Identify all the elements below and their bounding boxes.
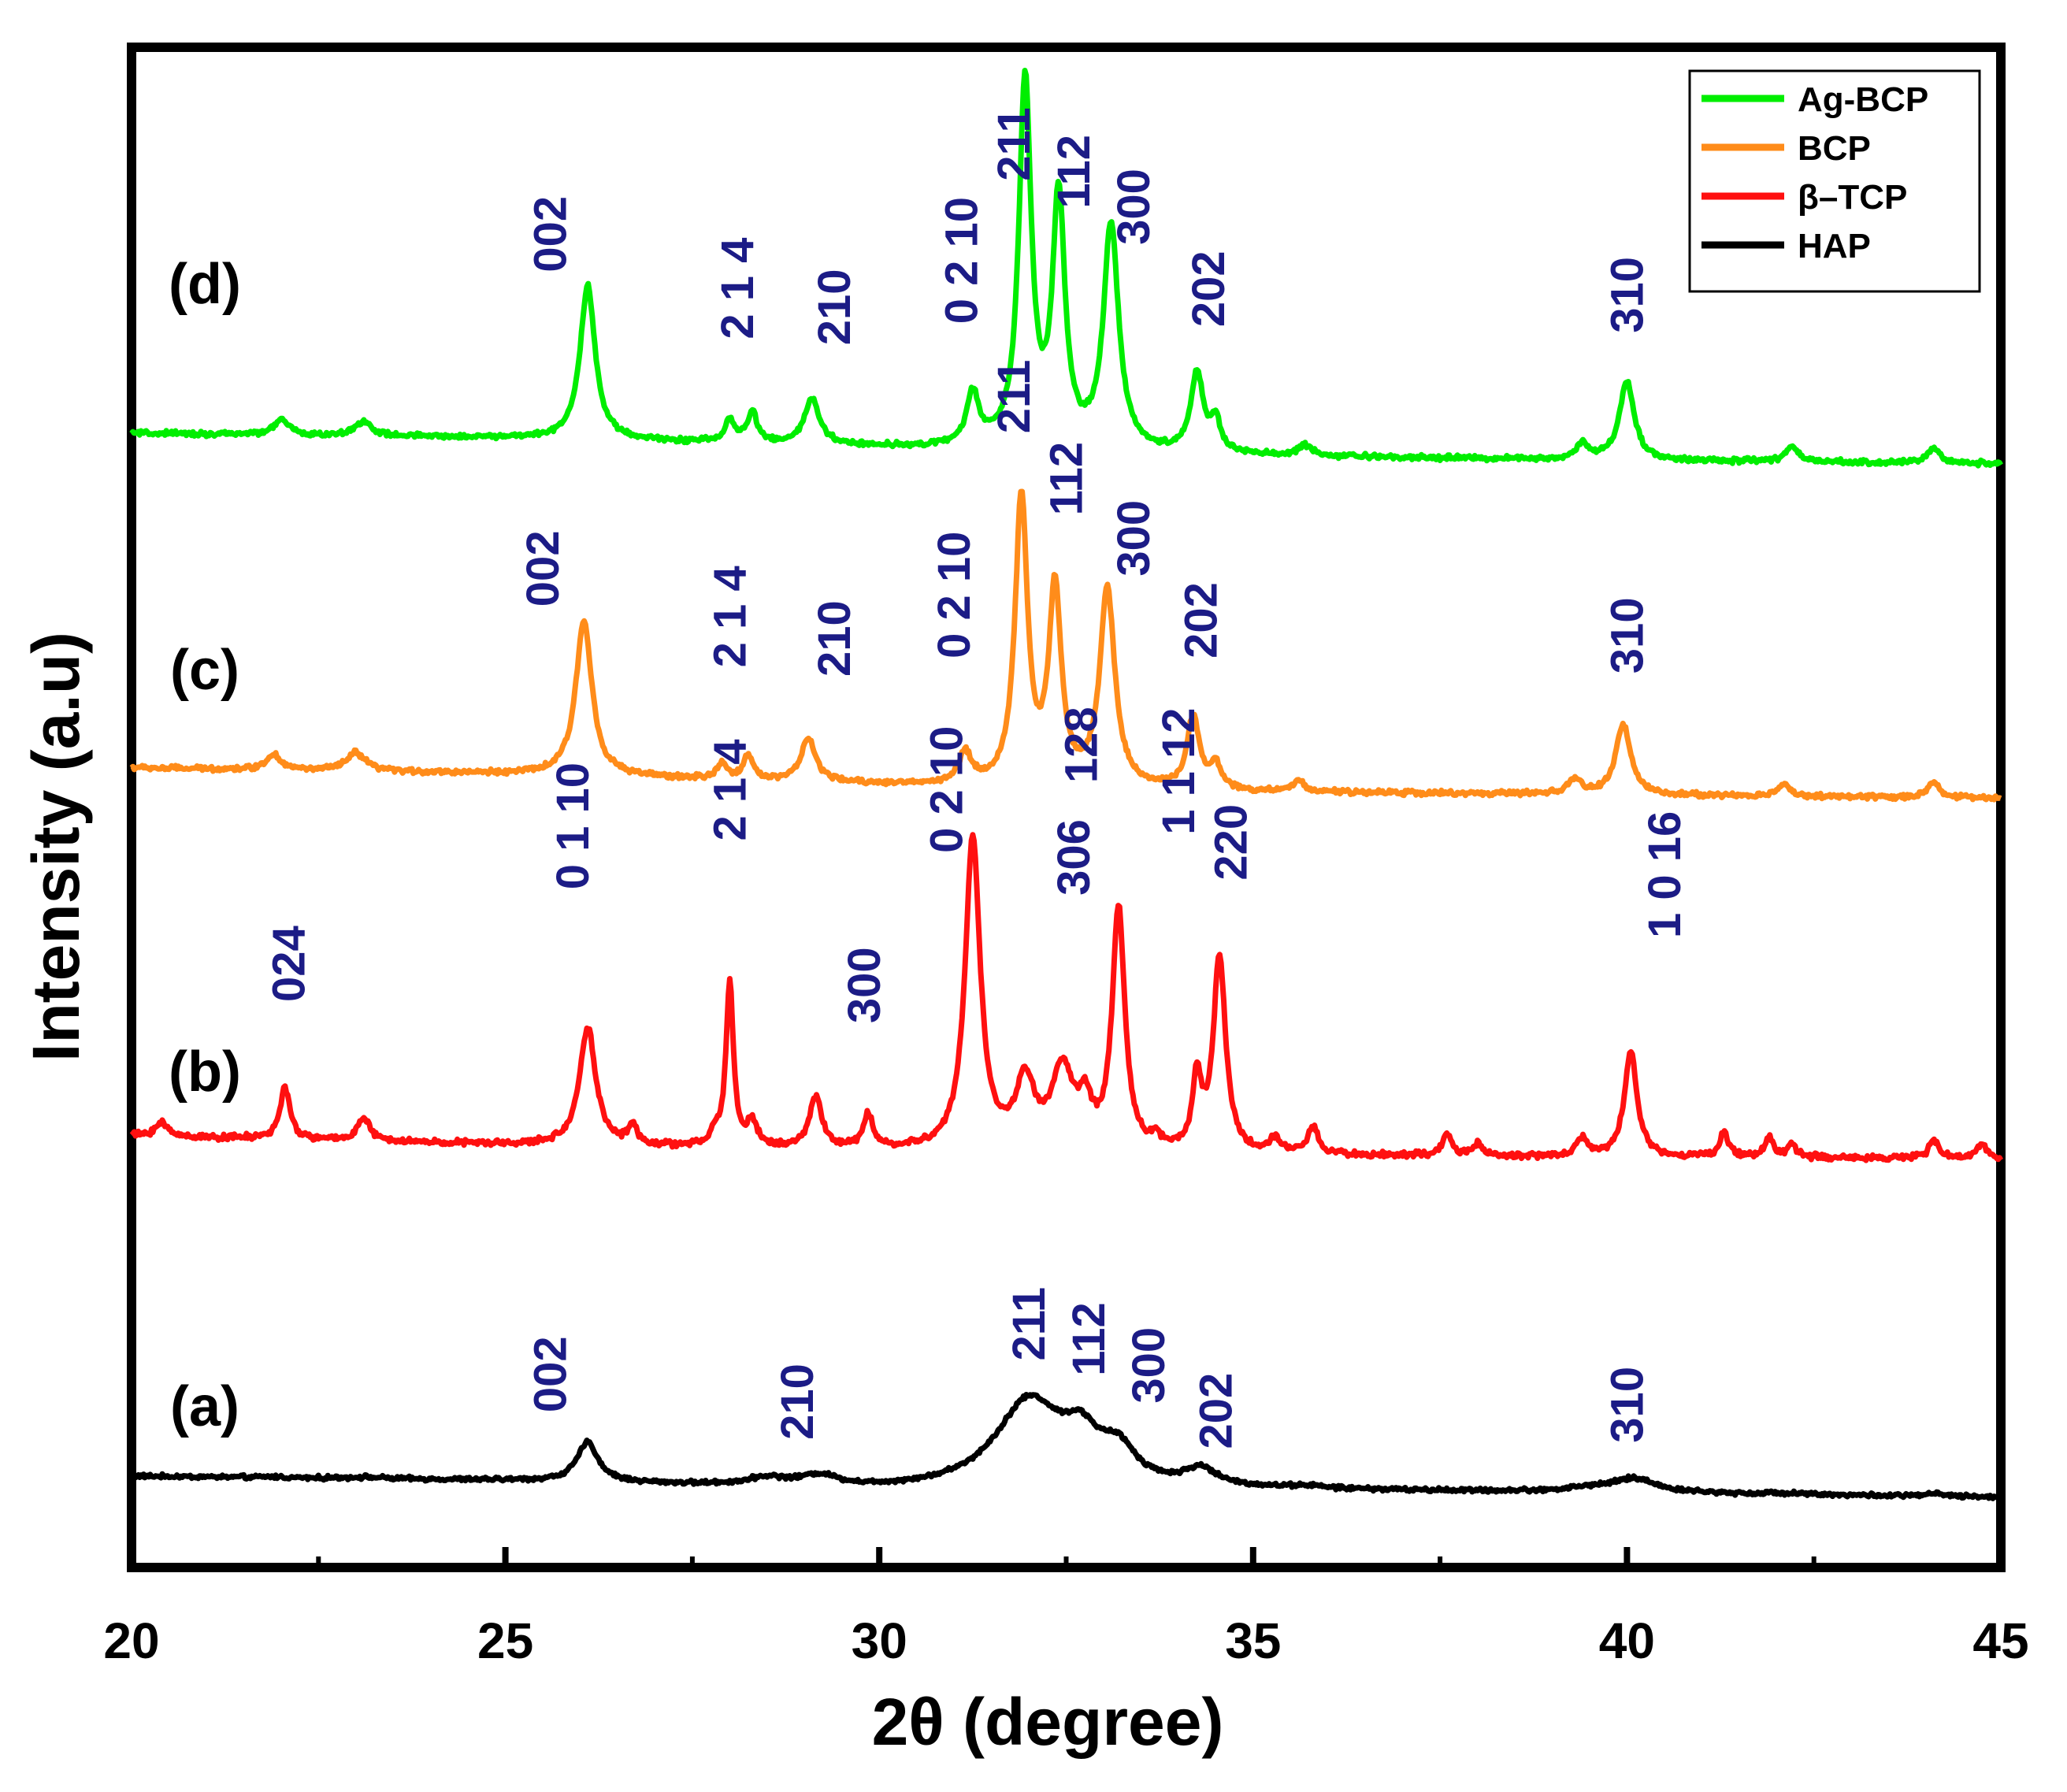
peak-label-tcp: 1 0 16 bbox=[1639, 811, 1690, 938]
peak-label-hap: 210 bbox=[772, 1363, 823, 1440]
peak-label-hap: 211 bbox=[1004, 1287, 1055, 1361]
x-ticks: 20 25 30 35 40 45 bbox=[103, 1547, 2029, 1669]
peak-label-bcp: 112 bbox=[1041, 442, 1093, 516]
series-tags: (a) (b) (c) (d) bbox=[169, 253, 241, 1438]
peak-label-agbcp: 112 bbox=[1048, 135, 1100, 209]
peak-label-bcp: 0 2 10 bbox=[929, 532, 980, 659]
series-line-hap bbox=[130, 1392, 2002, 1501]
peak-label-agbcp: 210 bbox=[809, 269, 860, 346]
peak-label-bcp: 210 bbox=[809, 600, 860, 677]
peak-label-agbcp: 002 bbox=[525, 196, 577, 273]
peak-label-tcp: 1 1 12 bbox=[1153, 707, 1204, 834]
x-tick-label: 35 bbox=[1225, 1612, 1281, 1669]
peak-label-bcp: 211 bbox=[989, 360, 1040, 434]
peak-label-tcp: 024 bbox=[263, 926, 314, 1002]
series-tag-bcp: (c) bbox=[170, 639, 239, 702]
peak-label-agbcp: 300 bbox=[1108, 169, 1160, 245]
peak-label-bcp: 002 bbox=[518, 530, 569, 607]
x-axis-title: 2θ (degree) bbox=[872, 1685, 1224, 1759]
peak-label-agbcp: 2 1 4 bbox=[712, 238, 763, 339]
series-curves bbox=[129, 68, 2004, 1501]
x-tick-label: 30 bbox=[852, 1612, 907, 1669]
peak-label-agbcp: 310 bbox=[1601, 257, 1653, 333]
peak-label-hap: 112 bbox=[1063, 1302, 1115, 1376]
legend-label: Ag-BCP bbox=[1798, 80, 1928, 119]
peak-label-hap: 300 bbox=[1123, 1327, 1175, 1404]
peak-label-tcp: 300 bbox=[839, 947, 890, 1023]
peak-label-hap: 002 bbox=[525, 1336, 577, 1412]
series-tag-agbcp: (d) bbox=[169, 253, 241, 316]
peak-label-hap: 202 bbox=[1190, 1373, 1241, 1449]
peak-label-tcp: 2 1 4 bbox=[704, 740, 755, 841]
x-tick-label: 40 bbox=[1599, 1612, 1655, 1669]
peak-label-agbcp: 0 2 10 bbox=[937, 197, 988, 324]
peak-label-bcp: 300 bbox=[1108, 500, 1160, 577]
peak-label-bcp: 202 bbox=[1175, 582, 1226, 659]
x-tick-label: 20 bbox=[103, 1612, 159, 1669]
peak-label-tcp: 0 1 10 bbox=[547, 762, 599, 889]
peak-label-agbcp: 202 bbox=[1183, 250, 1234, 327]
peak-label-tcp: 128 bbox=[1056, 707, 1108, 783]
peak-label-bcp: 2 1 4 bbox=[704, 566, 755, 667]
peak-label-hap: 310 bbox=[1601, 1367, 1653, 1443]
peak-label-agbcp: 211 bbox=[989, 107, 1040, 181]
legend-box bbox=[1688, 69, 1981, 293]
series-line-tcp bbox=[129, 832, 2004, 1163]
x-tick-label: 45 bbox=[1972, 1612, 2028, 1669]
x-tick-label: 25 bbox=[477, 1612, 533, 1669]
legend-label: β–TCP bbox=[1798, 178, 1907, 217]
series-line-bcp bbox=[129, 488, 2002, 803]
series-tag-tcp: (b) bbox=[169, 1041, 241, 1104]
series-tag-hap: (a) bbox=[170, 1375, 239, 1438]
peak-label-tcp: 220 bbox=[1205, 804, 1256, 881]
legend-label: HAP bbox=[1798, 227, 1871, 265]
legend: Ag-BCP BCP β–TCP HAP bbox=[1688, 69, 1981, 293]
peak-label-tcp: 0 2 10 bbox=[922, 726, 973, 853]
series-line-agbcp bbox=[129, 68, 2004, 469]
legend-label: BCP bbox=[1798, 129, 1871, 168]
peak-label-tcp: 306 bbox=[1048, 819, 1100, 896]
y-axis-title: Intensity (a.u) bbox=[19, 632, 93, 1062]
peak-label-bcp: 310 bbox=[1601, 597, 1653, 673]
